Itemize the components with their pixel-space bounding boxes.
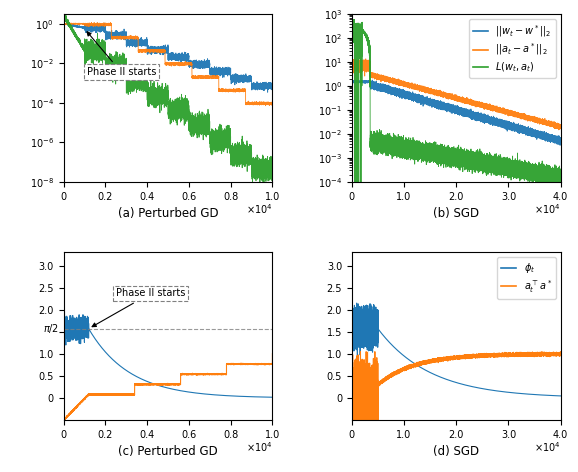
X-axis label: (b) SGD: (b) SGD — [433, 207, 479, 220]
X-axis label: (c) Perturbed GD: (c) Perturbed GD — [118, 446, 218, 458]
Text: $\times10^4$: $\times10^4$ — [246, 440, 272, 454]
Text: Phase II starts: Phase II starts — [87, 32, 156, 77]
Text: $\pi/2$: $\pi/2$ — [43, 322, 60, 335]
Text: $\times10^4$: $\times10^4$ — [534, 202, 561, 216]
X-axis label: (a) Perturbed GD: (a) Perturbed GD — [118, 207, 218, 220]
X-axis label: (d) SGD: (d) SGD — [433, 446, 479, 458]
Text: $\times10^4$: $\times10^4$ — [246, 202, 272, 216]
Text: $\times10^4$: $\times10^4$ — [534, 440, 561, 454]
Legend: $||w_t - w^*||_2$, $||a_t - a^*||_2$, $L(w_t, a_t)$: $||w_t - w^*||_2$, $||a_t - a^*||_2$, $L… — [469, 19, 556, 78]
Legend: $\phi_t$, $a_t^\top a^*$: $\phi_t$, $a_t^\top a^*$ — [497, 257, 556, 299]
Text: Phase II starts: Phase II starts — [92, 288, 185, 327]
